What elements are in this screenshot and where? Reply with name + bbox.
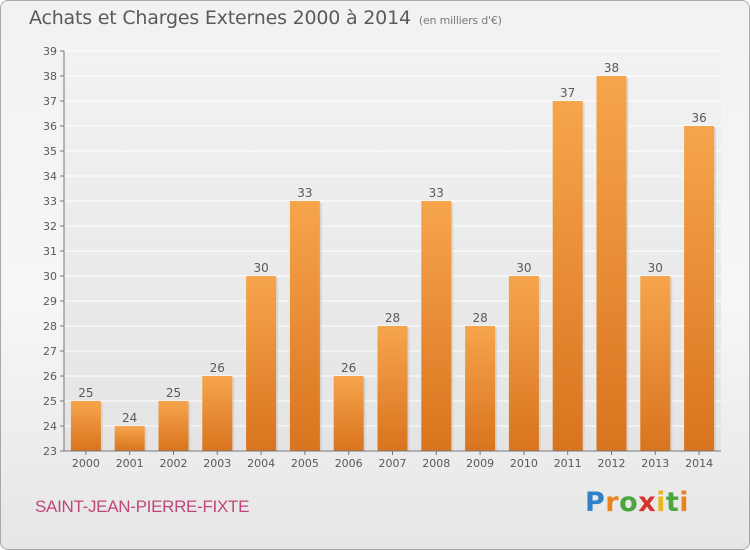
x-tick-label: 2002 bbox=[160, 457, 188, 470]
bar-2007 bbox=[377, 326, 408, 451]
x-tick-label: 2011 bbox=[554, 457, 582, 470]
data-label: 30 bbox=[516, 261, 531, 275]
y-tick-label: 34 bbox=[43, 170, 57, 183]
y-tick-label: 29 bbox=[43, 295, 57, 308]
y-tick-label: 28 bbox=[43, 320, 57, 333]
axis-layer: 23 24 25 26 27 28 29 30 31 32 33 34 35 36 37 38 39 2000 20… bbox=[43, 45, 721, 470]
x-tick-label: 2012 bbox=[598, 457, 626, 470]
data-label: 30 bbox=[648, 261, 663, 275]
x-tick-label: 2009 bbox=[466, 457, 494, 470]
y-tick-label: 24 bbox=[43, 420, 57, 433]
bar-2010 bbox=[508, 276, 539, 451]
bar-2000 bbox=[70, 401, 101, 451]
bar-2005 bbox=[289, 201, 320, 451]
bar-2002 bbox=[158, 401, 189, 451]
y-tick-label: 27 bbox=[43, 345, 57, 358]
bar-2006 bbox=[333, 376, 364, 451]
data-label: 28 bbox=[472, 311, 487, 325]
chart-subtitle: (en milliers d'€) bbox=[418, 14, 502, 27]
x-tick-label: 2006 bbox=[335, 457, 363, 470]
bars-layer: 25 24 25 26 30 33 26 28 33 28 30 37 38 30 36 bbox=[70, 61, 717, 451]
bar-2013 bbox=[640, 276, 671, 451]
bar-2014 bbox=[684, 126, 715, 451]
x-tick-label: 2001 bbox=[116, 457, 144, 470]
y-tick-label: 36 bbox=[43, 120, 57, 133]
y-tick-label: 32 bbox=[43, 220, 57, 233]
y-tick-label: 23 bbox=[43, 445, 57, 458]
data-label: 33 bbox=[297, 186, 312, 200]
x-tick-label: 2005 bbox=[291, 457, 319, 470]
bar-2008 bbox=[421, 201, 452, 451]
data-label: 24 bbox=[122, 411, 137, 425]
chart-title: Achats et Charges Externes 2000 à 2014 (e… bbox=[29, 7, 502, 29]
bar-2004 bbox=[246, 276, 277, 451]
x-tick-label: 2010 bbox=[510, 457, 538, 470]
data-label: 38 bbox=[604, 61, 619, 75]
y-tick-label: 35 bbox=[43, 145, 57, 158]
x-tick-label: 2013 bbox=[641, 457, 669, 470]
data-label: 36 bbox=[691, 111, 706, 125]
data-label: 33 bbox=[429, 186, 444, 200]
y-tick-label: 26 bbox=[43, 370, 57, 383]
proxiti-logo: Proxiti bbox=[585, 487, 690, 518]
data-label: 30 bbox=[253, 261, 268, 275]
x-tick-label: 2008 bbox=[422, 457, 450, 470]
town-name: SAINT-JEAN-PIERRE-FIXTE bbox=[35, 497, 250, 516]
y-tick-label: 30 bbox=[43, 270, 57, 283]
y-tick-label: 31 bbox=[43, 245, 57, 258]
data-label: 28 bbox=[385, 311, 400, 325]
data-label: 26 bbox=[341, 361, 356, 375]
y-tick-label: 25 bbox=[43, 395, 57, 408]
data-label: 37 bbox=[560, 86, 575, 100]
x-tick-label: 2004 bbox=[247, 457, 275, 470]
x-tick-label: 2014 bbox=[685, 457, 713, 470]
x-tick-label: 2003 bbox=[203, 457, 231, 470]
y-tick-label: 39 bbox=[43, 45, 57, 58]
y-tick-label: 37 bbox=[43, 95, 57, 108]
bar-2003 bbox=[202, 376, 233, 451]
x-tick-label: 2007 bbox=[379, 457, 407, 470]
data-label: 25 bbox=[78, 386, 93, 400]
bar-2012 bbox=[596, 76, 627, 451]
data-label: 26 bbox=[210, 361, 225, 375]
y-tick-label: 33 bbox=[43, 195, 57, 208]
data-label: 25 bbox=[166, 386, 181, 400]
x-tick-label: 2000 bbox=[72, 457, 100, 470]
y-tick-label: 38 bbox=[43, 70, 57, 83]
bar-2011 bbox=[552, 101, 583, 451]
chart-title-text: Achats et Charges Externes 2000 à 2014 bbox=[29, 7, 411, 29]
bar-2001 bbox=[114, 426, 145, 451]
bar-2009 bbox=[465, 326, 496, 451]
